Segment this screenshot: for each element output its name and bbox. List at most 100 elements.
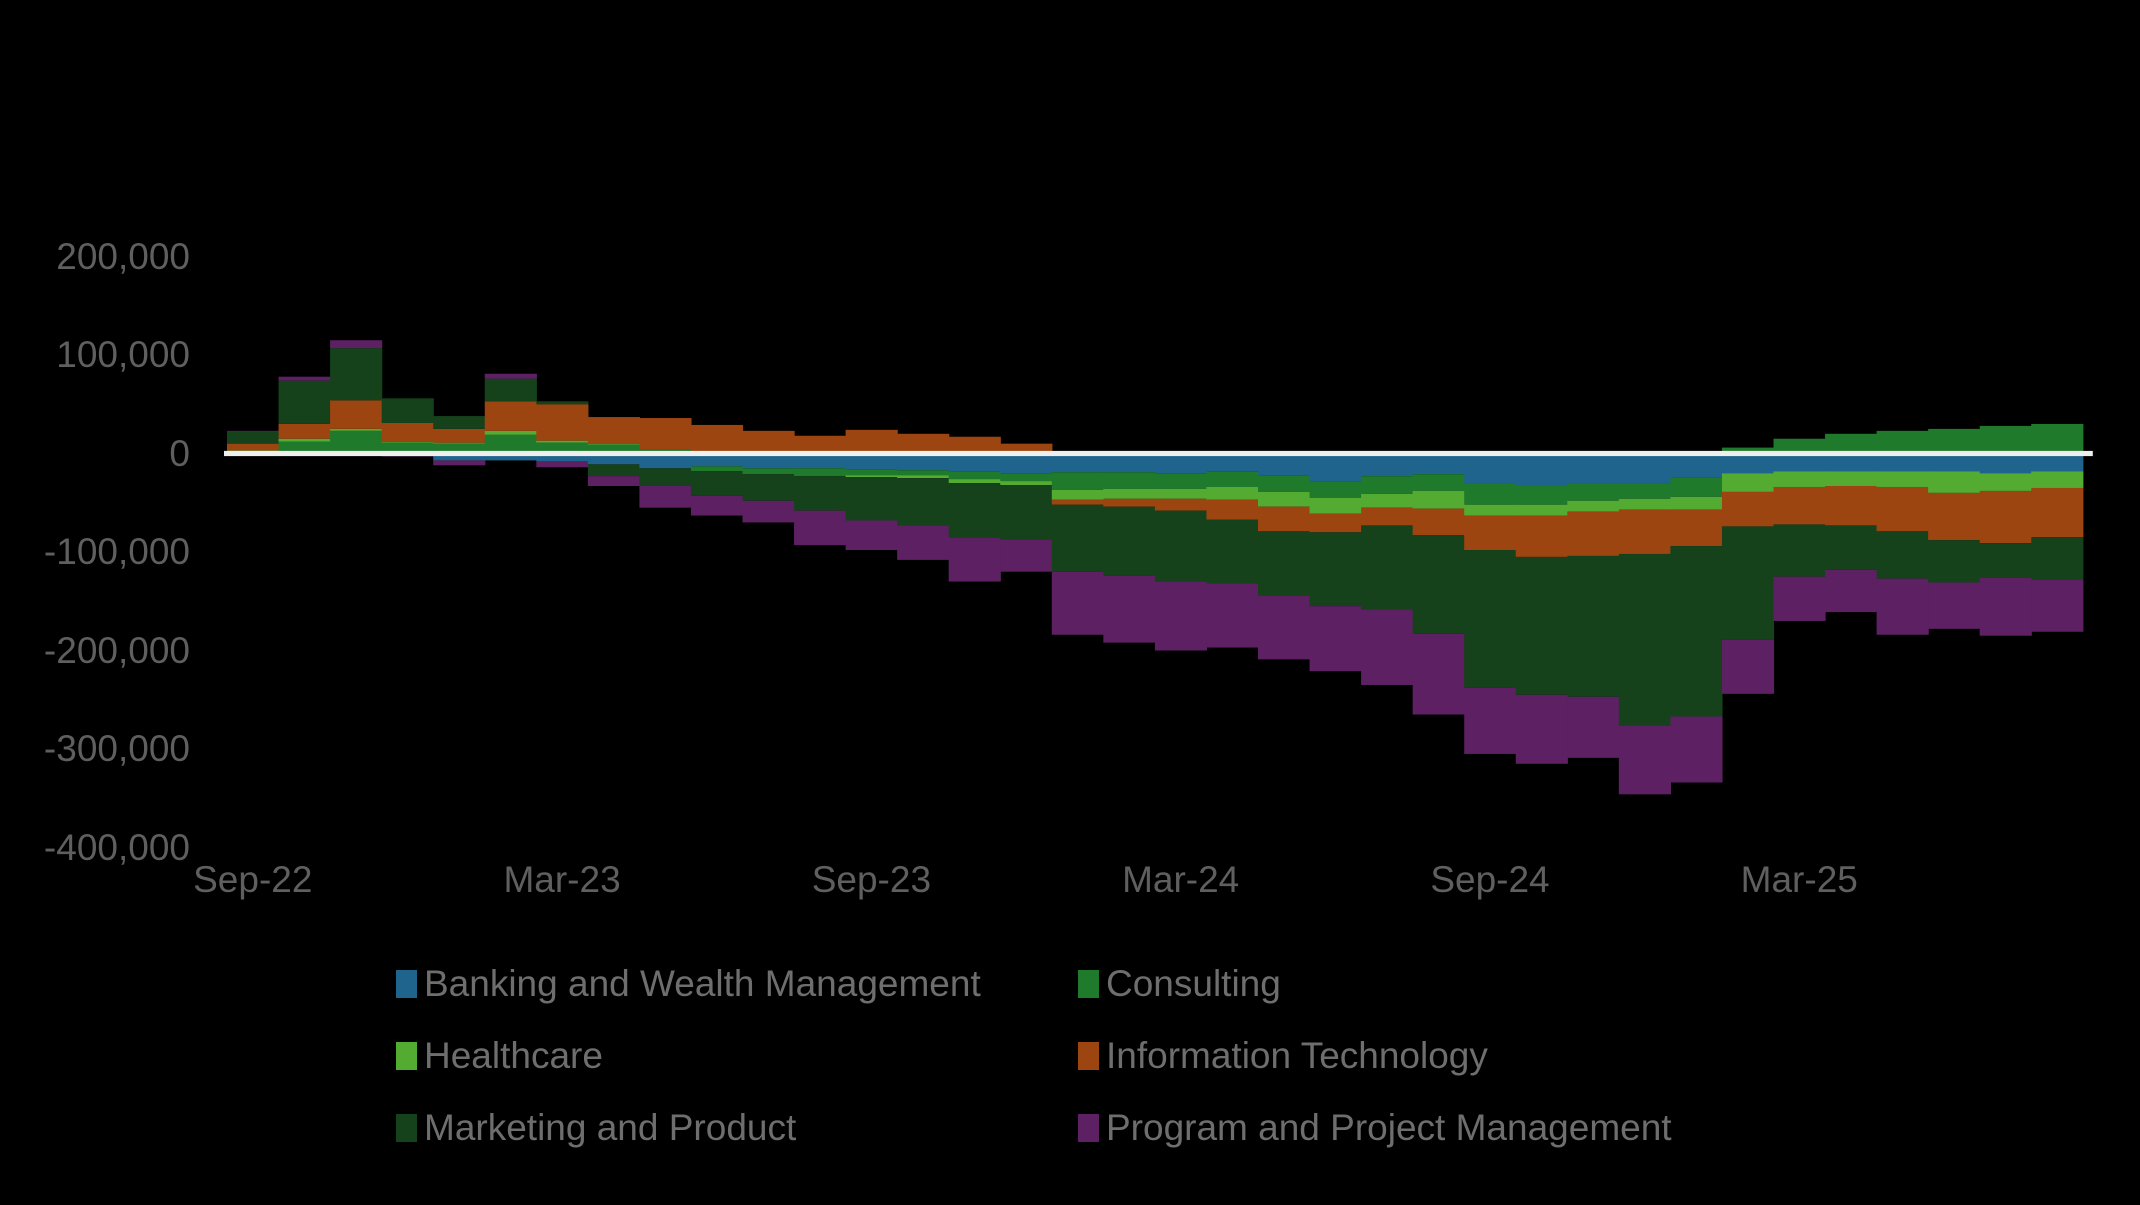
bar-segment: [1361, 476, 1414, 494]
legend-item-healthcare: Healthcare: [396, 1036, 1078, 1108]
bar-segment: [1721, 447, 1775, 454]
bar-segment: [948, 479, 1001, 484]
bar-segment: [845, 520, 898, 551]
bar-segment: [330, 428, 383, 431]
bar-segment: [1154, 453, 1208, 474]
bar-segment: [1464, 687, 1517, 754]
bar-segment: [587, 453, 640, 465]
bar-segment: [330, 400, 383, 429]
bar-segment: [1258, 531, 1311, 596]
bar-segment: [1515, 694, 1568, 764]
bar-segment: [742, 474, 795, 501]
bar-segment: [1412, 633, 1465, 715]
bar-segment: [1206, 499, 1259, 520]
bar-segment: [1876, 578, 1929, 635]
bar-segment: [1979, 473, 2032, 491]
bar-segment: [1825, 453, 1878, 472]
bar-segment: [897, 478, 950, 526]
bar-segment: [948, 436, 1001, 454]
bar-segment: [2031, 453, 2084, 472]
bar-segment: [690, 466, 744, 472]
bar-segment: [1825, 433, 1878, 454]
bar-segment: [1670, 496, 1723, 510]
bar-segment: [1567, 511, 1620, 556]
bar-segment: [1464, 483, 1517, 505]
bar-segment: [1618, 498, 1671, 510]
zero-line: [224, 450, 2093, 457]
bar-segment: [1103, 472, 1156, 489]
bar-segment: [639, 468, 692, 486]
bar-segment: [639, 418, 692, 450]
bar-segment: [845, 477, 898, 521]
x-tick-label: Mar-24: [1122, 859, 1240, 900]
bar-segment: [1000, 485, 1053, 540]
bar-segment: [1051, 499, 1104, 505]
bar-segment: [1206, 471, 1259, 487]
bar-segment: [1928, 428, 1981, 454]
bar-segment: [742, 453, 795, 469]
bar-segment: [1412, 508, 1465, 536]
bar-segment: [1000, 443, 1053, 454]
bar-segment: [2031, 487, 2084, 538]
bar-segment: [381, 441, 434, 443]
bar-segment: [587, 444, 640, 454]
bar-segment: [1464, 504, 1517, 516]
bar-segment: [690, 471, 744, 496]
bar-segment: [1309, 513, 1362, 533]
bar-segment: [794, 510, 847, 546]
x-tick-label: Sep-23: [811, 859, 932, 900]
bar-segment: [1154, 510, 1208, 582]
bar-segment: [1928, 471, 1981, 493]
bar-segment: [587, 443, 640, 445]
bar-segment: [587, 476, 640, 486]
bar-segment: [1618, 725, 1671, 795]
bar-segment: [433, 460, 486, 466]
bar-segment: [1979, 577, 2032, 636]
bar-segment: [1051, 453, 1104, 473]
bar-segment: [1051, 504, 1104, 572]
legend-item-consulting: Consulting: [1078, 964, 1672, 1036]
y-tick-label: 200,000: [56, 235, 190, 277]
bar-segment: [1361, 493, 1414, 508]
bar-segment: [484, 401, 537, 431]
bar-segment: [1154, 473, 1208, 489]
legend-label-consulting: Consulting: [1106, 963, 1281, 1004]
bar-segment: [1670, 716, 1723, 783]
bar-segment: [1618, 509, 1671, 554]
bar-segment: [1618, 553, 1671, 726]
bar-segment: [381, 398, 434, 423]
bar-segment: [1206, 486, 1259, 500]
bar-segment: [227, 430, 280, 432]
x-tick-label: Mar-23: [503, 859, 621, 900]
bar-segment: [1103, 506, 1156, 576]
bar-segment: [278, 423, 331, 439]
bar-segment: [845, 475, 898, 478]
bar-segment: [1412, 490, 1465, 509]
bar-segment: [845, 429, 898, 454]
bar-segment: [1258, 595, 1311, 660]
bar-segment: [1206, 519, 1259, 584]
bar-segment: [1928, 582, 1981, 629]
bar-segment: [278, 438, 331, 442]
bar-segment: [1773, 453, 1826, 472]
bar-segment: [1773, 524, 1826, 577]
bar-segment: [1361, 453, 1414, 477]
bar-segment: [1876, 486, 1929, 532]
bar-segment: [1515, 485, 1568, 505]
bar-segment: [1721, 526, 1775, 640]
bar-segment: [227, 431, 280, 444]
bar-segment: [433, 442, 486, 444]
bar-segment: [2031, 423, 2084, 454]
bar-segment: [1206, 453, 1259, 472]
bar-segment: [1567, 500, 1620, 512]
legend-swatch-banking-icon: [396, 970, 417, 998]
bar-segment: [897, 470, 950, 476]
bar-segment: [1618, 483, 1671, 499]
bar-segment: [330, 430, 383, 454]
bar-segment: [794, 435, 847, 454]
bar-segment: [1412, 535, 1465, 634]
bar-segment: [484, 453, 537, 461]
bar-segment: [1567, 555, 1620, 697]
bar-segment: [742, 430, 795, 454]
